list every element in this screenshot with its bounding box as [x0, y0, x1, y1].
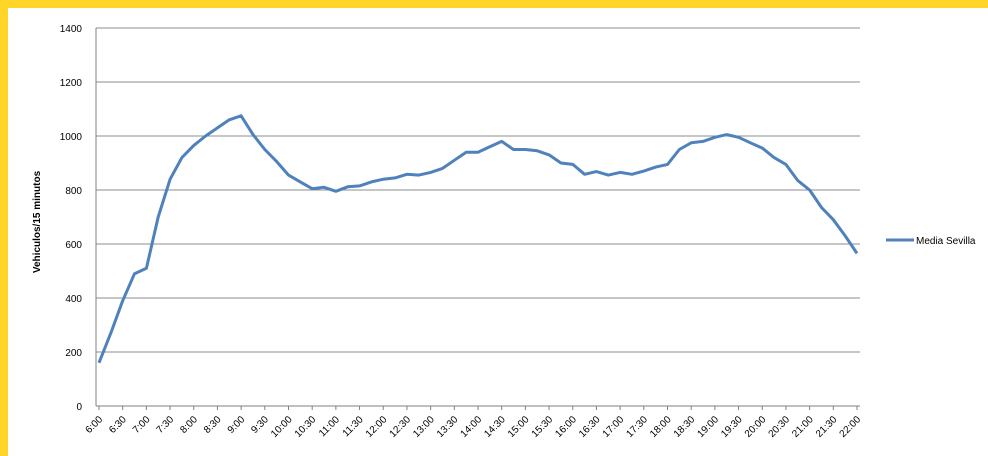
x-tick-label: 6:30: [107, 414, 129, 436]
x-tick-label: 11:30: [341, 414, 366, 439]
series-line-0: [97, 114, 859, 364]
x-tick-label: 20:00: [743, 414, 769, 440]
x-tick-label: 19:30: [719, 414, 745, 440]
y-tick-label: 800: [65, 186, 82, 197]
x-tick-label: 19:00: [696, 414, 722, 440]
x-tick-label: 21:30: [814, 414, 840, 440]
y-tick-label: 200: [65, 348, 82, 359]
x-tick-label: 14:30: [482, 414, 508, 440]
x-tick-label: 22:00: [838, 414, 864, 440]
y-tick-label: 1400: [60, 24, 83, 35]
x-tick-label: 18:00: [648, 414, 674, 440]
x-tick-label: 17:00: [601, 414, 627, 440]
y-tick-label: 1000: [60, 132, 83, 143]
x-axis-ticks: 6:00 6:30 7:00 7:30 8:00 8:30 9:00 9:3010:0010:…: [84, 406, 864, 440]
x-tick-label: 21:00: [790, 414, 816, 440]
y-tick-label: 0: [76, 402, 82, 413]
x-tick-label: 15:00: [506, 414, 532, 440]
x-tick-label: 16:00: [553, 414, 579, 440]
x-tick-label: 7:00: [131, 414, 153, 436]
x-tick-label: 9:30: [249, 414, 271, 436]
x-tick-label: 6:00: [84, 414, 106, 436]
series-lines: [97, 114, 859, 364]
y-axis-label: Vehiculos/15 minutos: [32, 170, 43, 273]
x-tick-label: 18:30: [672, 414, 698, 440]
x-tick-label: 10:30: [293, 414, 319, 440]
y-tick-label: 600: [65, 240, 82, 251]
legend: Media Sevilla: [886, 236, 976, 247]
y-tick-label: 400: [65, 294, 82, 305]
x-tick-label: 10:00: [269, 414, 295, 440]
x-tick-label: 17:30: [624, 414, 650, 440]
x-tick-label: 12:30: [388, 414, 414, 440]
y-tick-label: 1200: [60, 78, 83, 89]
line-chart: 0 200 400 600 800 1000 1200 1400 6:00 6:30 7:00 7:…: [32, 24, 976, 440]
legend-label-media-sevilla: Media Sevilla: [916, 236, 976, 247]
x-tick-label: 13:00: [411, 414, 437, 440]
x-tick-label: 16:30: [577, 414, 603, 440]
x-tick-label: 13:30: [435, 414, 461, 440]
grid-lines: [95, 27, 860, 407]
x-tick-label: 12:00: [364, 414, 390, 440]
x-tick-label: 8:30: [202, 414, 224, 436]
x-tick-label: 15:30: [530, 414, 556, 440]
y-axis-ticks: 0 200 400 600 800 1000 1200 1400: [60, 24, 83, 413]
chart-panel: 0 200 400 600 800 1000 1200 1400 6:00 6:30 7:00 7:…: [8, 8, 988, 456]
x-tick-label: 7:30: [155, 414, 177, 436]
x-tick-label: 20:30: [767, 414, 793, 440]
x-tick-label: 14:00: [459, 414, 485, 440]
x-tick-label: 8:00: [178, 414, 200, 436]
x-tick-label: 9:00: [226, 414, 248, 436]
x-tick-label: 11:00: [317, 414, 342, 439]
